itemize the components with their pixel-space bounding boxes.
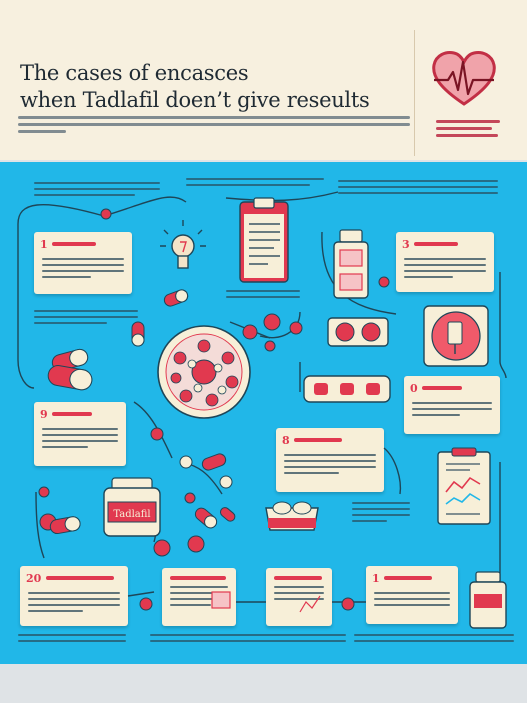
bottom-text-block-right [354,634,514,646]
info-card-20: 20 [20,566,128,626]
syringe-badge-icon [423,305,489,367]
header-divider [414,30,415,156]
document-thumb-2 [266,568,332,626]
tadlafil-bottle-icon: Tadlafil [103,477,161,537]
top-text-block-right [338,180,498,198]
medicine-bottle-icon [333,229,369,299]
right-mid-text [352,502,410,526]
info-card-9: 9 [34,402,126,466]
thumb-charts [211,591,321,613]
title-line-1: The cases of encasces [20,61,249,85]
footer-strip [0,664,527,703]
subtitle-scribble [18,116,410,137]
top-text-block-center [186,178,324,190]
info-card-1b: 1 [366,566,458,624]
card-number: 3 [402,238,410,251]
center-text [226,290,300,302]
pill-strip-icon [303,375,391,403]
card-number: 8 [282,434,290,447]
capsule-pills [47,289,236,535]
poster-title: The cases of encasces when Tadlafil doen… [20,60,370,114]
card-number: 0 [410,382,418,395]
pill-tray-icon [265,501,319,531]
info-card-3: 3 [396,232,494,292]
small-bottle-icon [469,571,507,629]
side-text-left [34,310,138,328]
heart-ecg-icon [430,50,498,108]
chart-clipboard-icon [437,447,491,525]
bottle-label: Tadlafil [113,509,150,520]
info-card-8: 8 [276,428,384,492]
bottom-text-block-left [18,634,126,646]
header-panel: The cases of encasces when Tadlafil doen… [0,0,527,160]
title-line-2: when Tadlafil doen’t give reseults [20,88,370,112]
clipboard-icon [239,197,289,283]
card-number: 1 [372,572,380,585]
bottom-text-block-center [150,634,346,646]
heart-caption-scribble [436,120,500,141]
diagram-illustrations: Tadlafil [17,191,507,629]
info-card-1: 1 [34,232,132,294]
top-text-block-left [34,182,160,200]
info-card-0: 0 [404,376,500,434]
lightbulb-icon [160,220,206,269]
card-number: 20 [26,572,42,585]
pill-dish-icon [157,325,251,419]
blister-pack-icon [327,317,389,347]
card-number: 1 [40,238,48,251]
connector-lines [17,191,507,603]
card-number: 9 [40,408,48,421]
diagram-area: 1 3 9 8 0 20 1 [0,162,527,664]
